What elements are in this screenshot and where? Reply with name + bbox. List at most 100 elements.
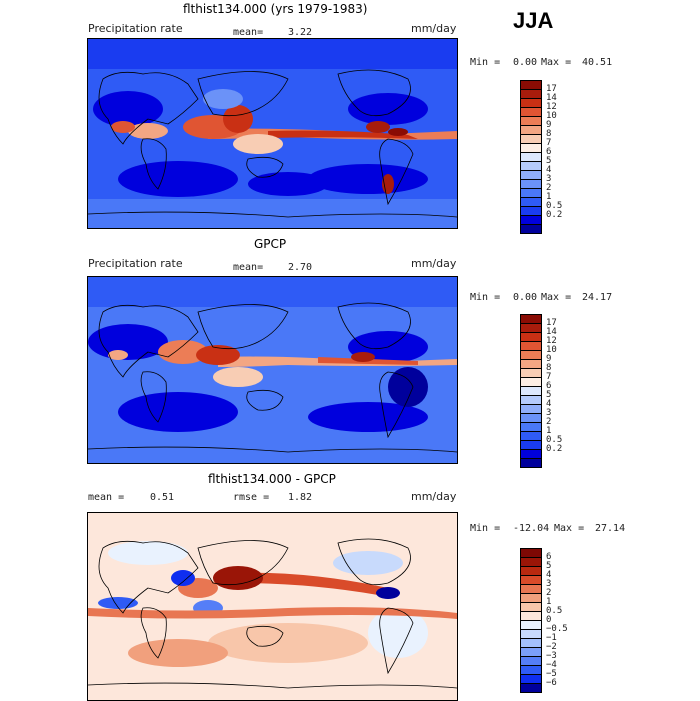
colorbar-tick-label: 6 [546,381,552,391]
colorbar-swatch [521,593,541,602]
colorbar-swatch [521,566,541,575]
colorbar-swatch [521,81,541,89]
panel2-mean-label: mean= [233,262,264,273]
colorbar-tick-label: 8 [546,363,552,373]
colorbar-tick-label: 12 [546,336,557,346]
colorbar-swatch [521,431,541,440]
colorbar-swatch [521,584,541,593]
colorbar-swatch [521,674,541,683]
colorbar-tick-label: −1 [546,633,557,643]
colorbar-tick-label: 14 [546,327,557,337]
panel2-max-label: Max = [541,292,572,303]
panel3-mean-label: mean = [88,492,125,503]
colorbar-tick-label: 6 [546,552,552,562]
colorbar-tick-label: −5 [546,669,557,679]
panel2-units: mm/day [411,257,457,270]
colorbar-tick-label: 12 [546,102,557,112]
colorbar-swatch [521,665,541,674]
colorbar-swatch [521,315,541,323]
panel1-min-value: 0.00 [513,57,538,68]
colorbar-tick-label: 7 [546,138,552,148]
colorbar-tick-label: 1 [546,426,552,436]
panel1-max-value: 40.51 [582,57,613,68]
colorbar-swatch [521,350,541,359]
colorbar-tick-label: 7 [546,372,552,382]
colorbar-swatch [521,575,541,584]
colorbar-swatch [521,647,541,656]
panel2-map [87,276,458,464]
colorbar-swatch [521,602,541,611]
colorbar-swatch [521,458,541,467]
panel2-mean-value: 2.70 [288,262,313,273]
colorbar-swatch [521,89,541,98]
season-label: JJA [513,8,554,33]
panel3-rmse-value: 1.82 [288,492,313,503]
colorbar-tick-label: 2 [546,417,552,427]
colorbar-swatch [521,422,541,431]
panel1-max-label: Max = [541,57,572,68]
colorbar-swatch [521,395,541,404]
colorbar-tick-label: 2 [546,183,552,193]
colorbar-swatch [521,125,541,134]
colorbar-swatch [521,629,541,638]
colorbar-tick-label: 17 [546,318,557,328]
colorbar-swatch [521,611,541,620]
colorbar-tick-label: 0.2 [546,444,563,454]
colorbar-swatch [521,620,541,629]
panel1-mean-value: 3.22 [288,27,313,38]
panel1-title: flthist134.000 (yrs 1979-1983) [183,2,368,16]
panel3-min-label: Min = [470,523,501,534]
panel2-colorbar [520,314,542,468]
colorbar-tick-label: −4 [546,660,557,670]
colorbar-tick-label: 4 [546,165,552,175]
panel3-max-value: 27.14 [595,523,626,534]
colorbar-tick-label: 0.2 [546,210,563,220]
panel1-map [87,38,458,229]
colorbar-tick-label: 0.5 [546,435,563,445]
colorbar-swatch [521,98,541,107]
colorbar-tick-label: 5 [546,156,552,166]
colorbar-tick-label: 1 [546,192,552,202]
colorbar-swatch [521,323,541,332]
panel1-colorbar [520,80,542,234]
colorbar-tick-label: 6 [546,147,552,157]
colorbar-tick-label: 5 [546,390,552,400]
panel2-title: GPCP [254,237,287,251]
colorbar-tick-label: 2 [546,588,552,598]
colorbar-swatch [521,107,541,116]
colorbar-tick-label: 14 [546,93,557,103]
panel3-title: flthist134.000 - GPCP [208,472,336,486]
colorbar-tick-label: 4 [546,399,552,409]
panel3-map [87,512,458,701]
colorbar-tick-label: 5 [546,561,552,571]
colorbar-tick-label: 0 [546,615,552,625]
colorbar-swatch [521,683,541,692]
colorbar-tick-label: 4 [546,570,552,580]
colorbar-tick-label: 17 [546,84,557,94]
colorbar-swatch [521,386,541,395]
panel2-field-label: Precipitation rate [88,257,183,270]
panel2-max-value: 24.17 [582,292,613,303]
panel1-units: mm/day [411,22,457,35]
colorbar-swatch [521,404,541,413]
colorbar-swatch [521,440,541,449]
colorbar-tick-label: 3 [546,174,552,184]
colorbar-tick-label: −3 [546,651,557,661]
panel3-colorbar [520,548,542,693]
colorbar-swatch [521,179,541,188]
panel2-min-label: Min = [470,292,501,303]
colorbar-tick-label: 1 [546,597,552,607]
colorbar-swatch [521,359,541,368]
colorbar-tick-label: 3 [546,408,552,418]
panel2-min-value: 0.00 [513,292,538,303]
panel3-units: mm/day [411,490,457,503]
colorbar-swatch [521,557,541,566]
colorbar-tick-label: −0.5 [546,624,568,634]
colorbar-tick-label: 0.5 [546,606,563,616]
colorbar-tick-label: 10 [546,111,557,121]
colorbar-swatch [521,638,541,647]
colorbar-tick-label: 10 [546,345,557,355]
colorbar-swatch [521,206,541,215]
colorbar-swatch [521,188,541,197]
panel1-field-label: Precipitation rate [88,22,183,35]
